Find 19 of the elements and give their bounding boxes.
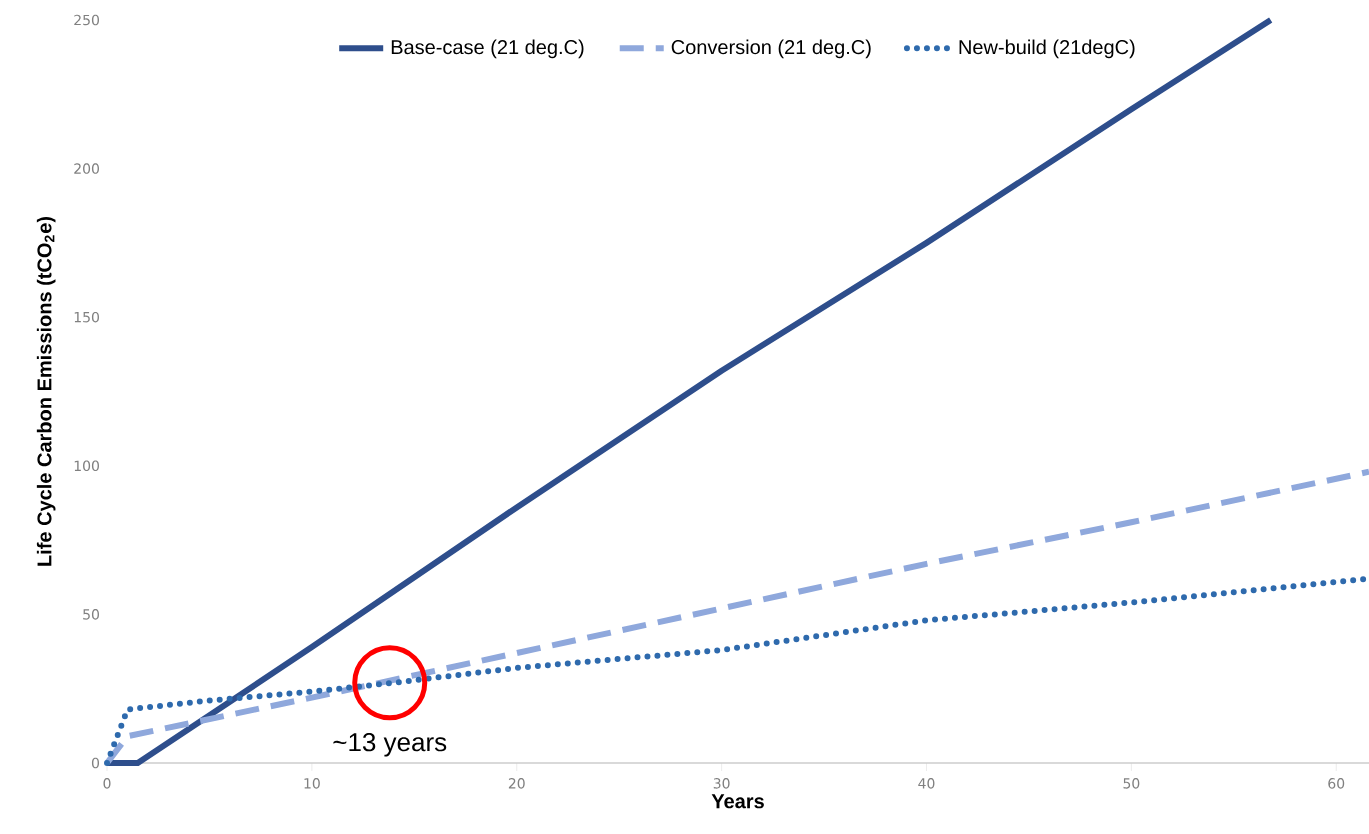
y-tick-label: 0: [91, 757, 99, 769]
y-tick-label: 200: [74, 163, 99, 174]
y-tick-label: 150: [74, 311, 99, 323]
x-tick-label: 0: [103, 778, 111, 789]
annotation: ~13 years: [333, 732, 447, 757]
y-tick-label: 100: [74, 460, 99, 472]
x-tick-label: 10: [304, 778, 320, 789]
y-tick-label: 50: [83, 609, 99, 620]
legend-label: New-build (21degC): [959, 39, 1135, 59]
x-tick-label: 60: [1328, 778, 1345, 789]
legend-label: Conversion (21 deg.C): [671, 39, 871, 59]
x-tick-label: 30: [713, 778, 730, 789]
x-tick-label: 20: [508, 778, 525, 789]
x-axis-title: Years: [711, 794, 764, 809]
legend-label: Base-case (21 deg.C): [391, 39, 584, 59]
x-tick-label: 40: [918, 778, 935, 789]
y-axis-title: Life Cycle Carbon Emissions (tCO$_{2}$e): [36, 216, 56, 566]
y-tick-label: 250: [74, 14, 99, 26]
x-tick-label: 50: [1123, 778, 1140, 789]
